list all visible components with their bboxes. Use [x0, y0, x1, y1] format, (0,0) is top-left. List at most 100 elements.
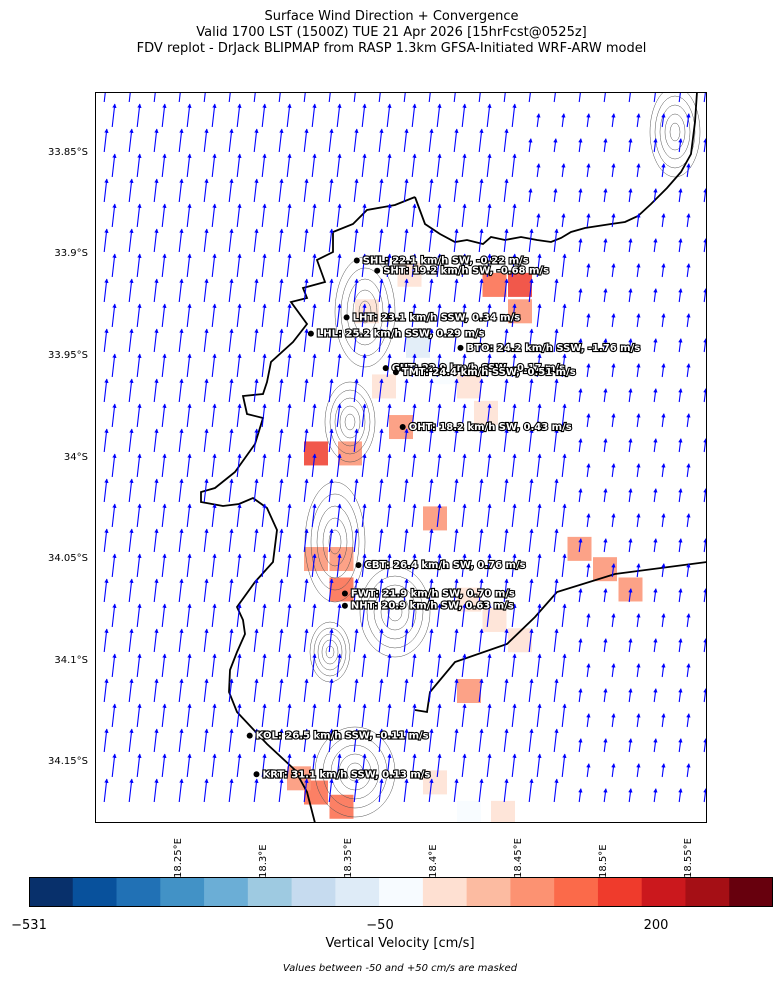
wind-vector — [578, 438, 583, 453]
wind-vector — [228, 92, 231, 103]
station-marker[interactable] — [246, 732, 253, 739]
wind-vector — [661, 563, 666, 578]
velocity-cell — [431, 360, 456, 385]
wind-vector — [628, 238, 633, 253]
wind-vector — [486, 503, 492, 528]
wind-vector — [703, 788, 707, 803]
wind-vector — [411, 703, 417, 728]
wind-vector — [586, 663, 591, 678]
station-marker[interactable] — [253, 771, 260, 778]
wind-vector — [411, 153, 417, 178]
wind-vector — [478, 628, 484, 653]
wind-vector — [411, 503, 417, 528]
station-marker[interactable] — [355, 562, 362, 569]
wind-vector — [603, 288, 608, 303]
colorbar-swatch — [29, 877, 74, 907]
station-marker[interactable] — [457, 344, 464, 351]
wind-vector — [261, 403, 267, 428]
wind-vector — [536, 753, 542, 778]
wind-vector — [578, 738, 583, 753]
wind-vector — [428, 528, 434, 553]
wind-vector — [261, 703, 267, 728]
wind-vector — [228, 178, 234, 203]
wind-vector — [653, 438, 658, 453]
wind-vector — [678, 92, 683, 103]
wind-vector — [303, 678, 309, 703]
wind-vector — [328, 778, 334, 803]
wind-vector — [536, 253, 542, 278]
station-marker[interactable] — [399, 424, 406, 431]
wind-vector — [153, 228, 159, 253]
wind-vector — [361, 153, 367, 178]
wind-vector — [303, 128, 309, 153]
station-marker[interactable] — [341, 602, 348, 609]
station-marker[interactable] — [343, 314, 350, 321]
colorbar-swatch — [160, 877, 205, 907]
wind-vector — [153, 92, 156, 103]
wind-vector — [603, 438, 608, 453]
wind-vector — [128, 378, 134, 403]
wind-vector — [653, 538, 658, 553]
wind-vector — [261, 153, 267, 178]
wind-vector — [286, 303, 292, 328]
wind-vector — [628, 588, 633, 603]
wind-vector — [486, 603, 492, 628]
wind-vector — [703, 338, 707, 353]
wind-vector — [178, 678, 184, 703]
wind-vector — [103, 428, 109, 453]
wind-vector — [628, 688, 633, 703]
station-marker[interactable] — [392, 369, 399, 376]
wind-vector — [653, 338, 658, 353]
wind-vector — [153, 628, 159, 653]
station-marker[interactable] — [341, 590, 348, 597]
wind-vector — [111, 753, 117, 778]
velocity-cell — [482, 607, 507, 632]
wind-vector — [428, 128, 434, 153]
colorbar-swatch — [422, 877, 468, 907]
wind-vector — [353, 278, 359, 303]
wind-vector — [461, 303, 467, 328]
velocity-cell — [457, 587, 481, 612]
coastline-north — [414, 92, 707, 245]
wind-vector — [103, 178, 109, 203]
colorbar-swatch — [335, 877, 380, 907]
wind-vector — [486, 653, 492, 678]
velocity-cell — [474, 400, 498, 425]
wind-vector — [303, 378, 309, 403]
wind-vector — [628, 638, 633, 653]
lon-tick-label: 18.5°E — [598, 844, 609, 878]
wind-vector — [353, 378, 359, 403]
wind-vector — [561, 603, 567, 628]
wind-vector — [211, 153, 217, 178]
station-marker[interactable] — [353, 257, 360, 264]
terrain-contour — [310, 493, 360, 591]
wind-vector — [553, 138, 558, 153]
wind-vector — [678, 588, 683, 603]
wind-vector — [453, 478, 459, 503]
station-label: SHT: 19.2 km/h SW, -0.68 m/s — [383, 266, 549, 277]
station-marker[interactable] — [382, 365, 389, 372]
wind-vector — [553, 528, 559, 553]
wind-vector — [178, 128, 184, 153]
wind-vector — [311, 403, 317, 428]
wind-vector — [553, 678, 559, 703]
lon-tick-label: 18.35°E — [343, 838, 354, 878]
wind-vector — [653, 738, 658, 753]
wind-vector — [178, 728, 184, 753]
wind-vector — [178, 228, 184, 253]
wind-vector — [403, 528, 409, 553]
station-marker[interactable] — [374, 267, 381, 274]
wind-vector — [278, 178, 284, 203]
wind-vector — [511, 353, 517, 378]
velocity-cell — [482, 272, 507, 297]
wind-vector — [653, 92, 658, 103]
station-marker[interactable] — [307, 330, 314, 337]
wind-vector — [428, 728, 434, 753]
wind-vector — [461, 503, 467, 528]
wind-vector — [486, 253, 492, 278]
wind-vector — [278, 528, 284, 553]
wind-vector — [686, 163, 691, 178]
velocity-cell — [423, 770, 447, 795]
wind-vector — [503, 128, 509, 153]
